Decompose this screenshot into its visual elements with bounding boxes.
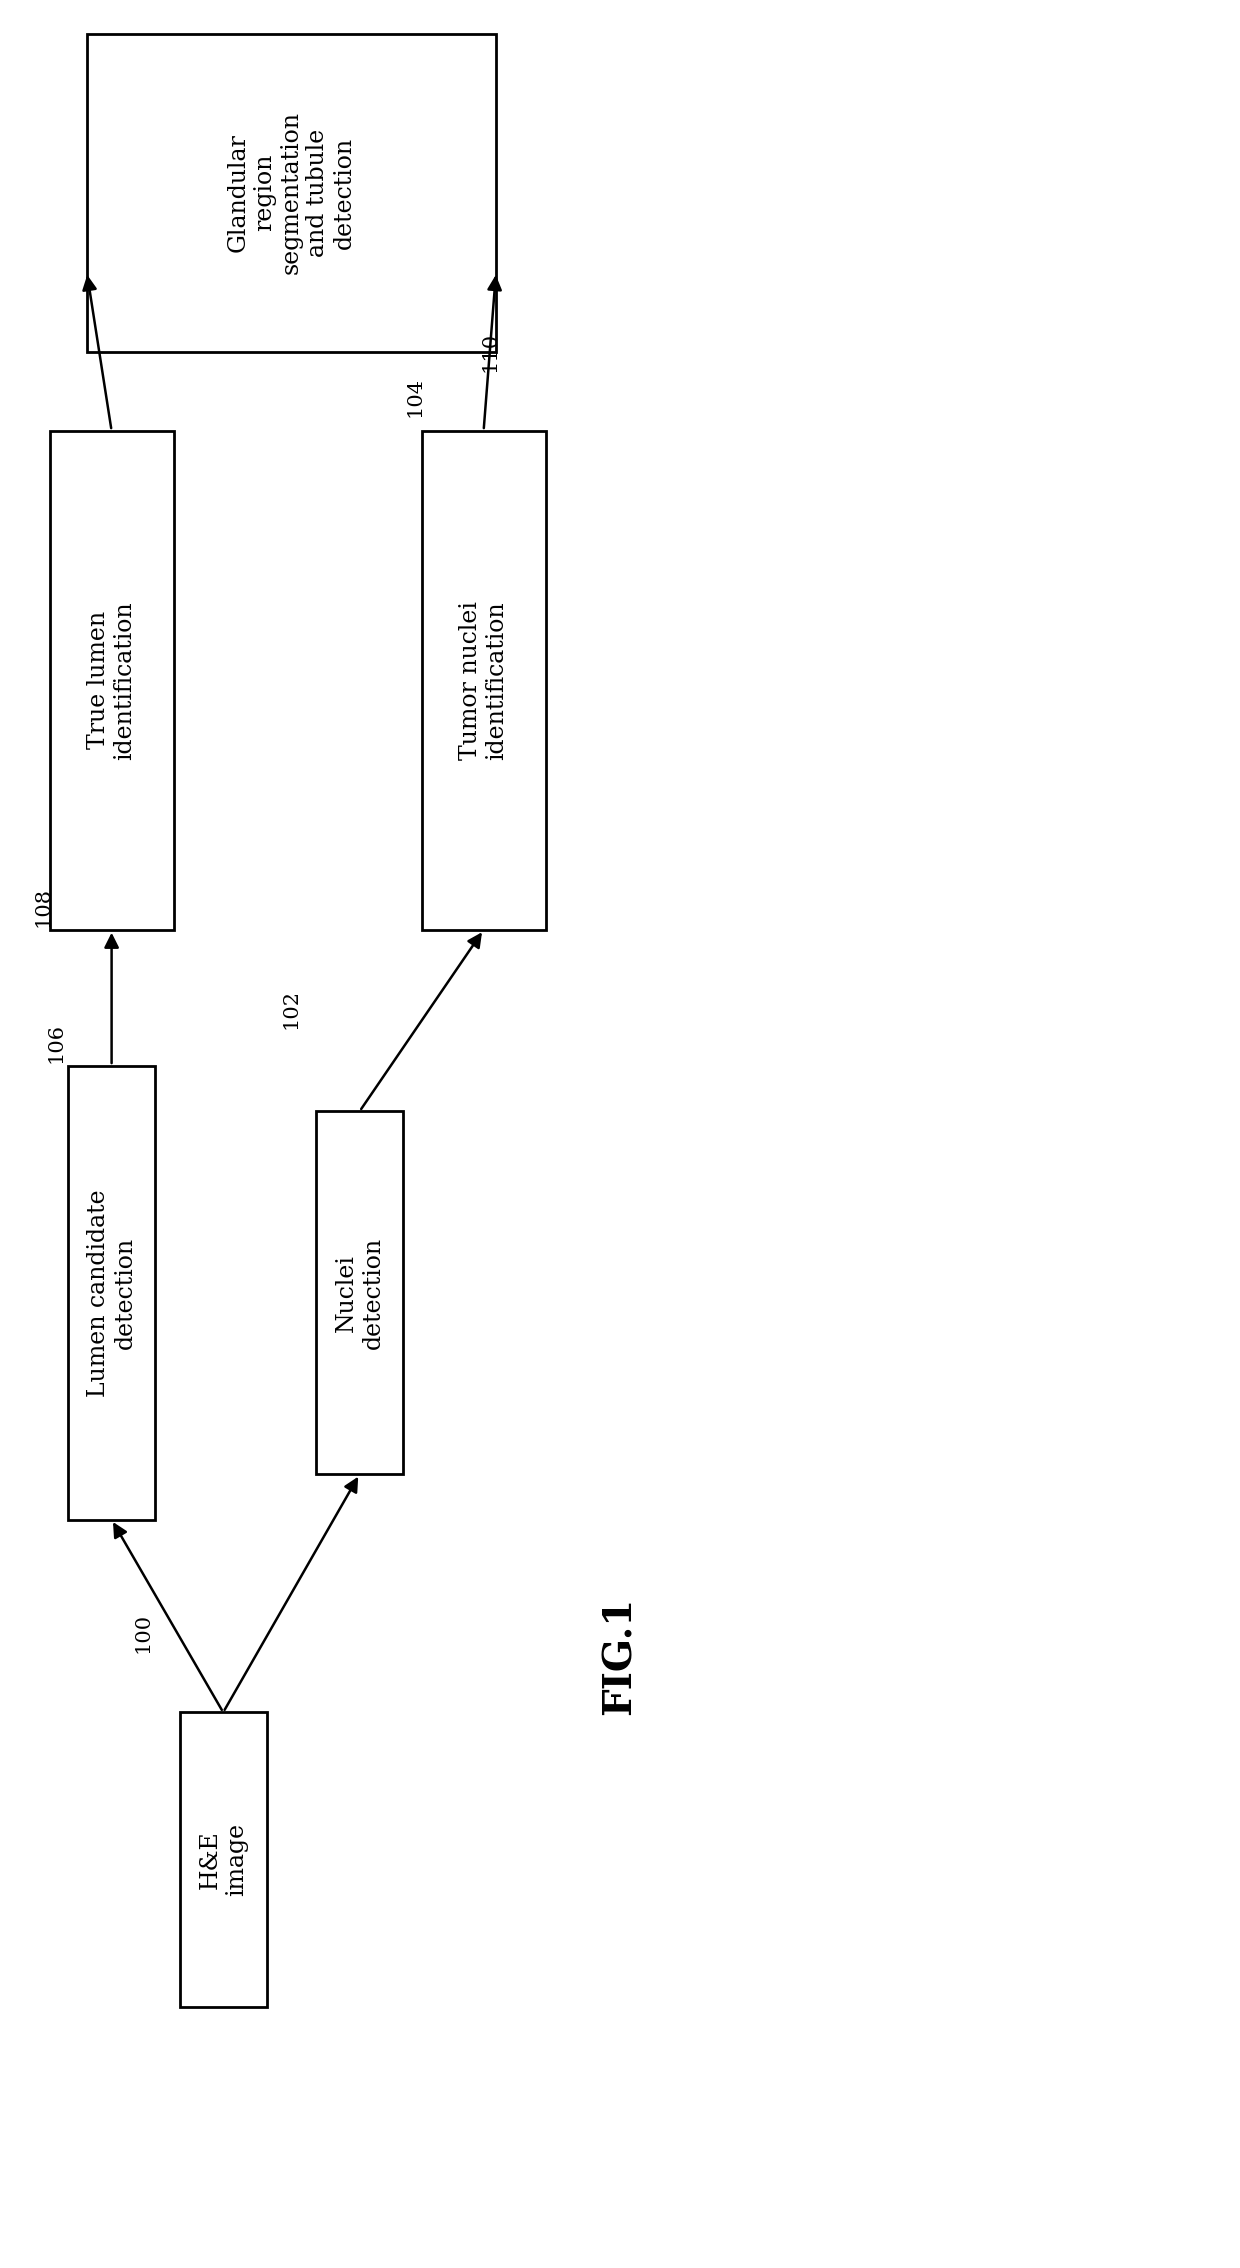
Text: FIG.1: FIG.1 <box>601 1597 639 1715</box>
FancyBboxPatch shape <box>87 34 496 352</box>
Text: 106: 106 <box>46 1023 66 1064</box>
FancyBboxPatch shape <box>180 1712 267 2007</box>
Text: Tumor nuclei
identification: Tumor nuclei identification <box>459 601 508 760</box>
FancyBboxPatch shape <box>68 1066 155 1520</box>
Text: H&E
image: H&E image <box>198 1823 248 1896</box>
FancyBboxPatch shape <box>316 1111 403 1474</box>
FancyBboxPatch shape <box>422 431 546 930</box>
Text: 104: 104 <box>405 376 425 417</box>
Text: Nuclei
detection: Nuclei detection <box>335 1236 384 1349</box>
Text: 110: 110 <box>480 331 500 372</box>
Text: Glandular
region
segmentation
and tubule
detection: Glandular region segmentation and tubule… <box>227 111 356 274</box>
Text: Lumen candidate
detection: Lumen candidate detection <box>87 1188 136 1397</box>
Text: True lumen
identification: True lumen identification <box>87 601 136 760</box>
Text: 108: 108 <box>33 887 53 928</box>
FancyBboxPatch shape <box>50 431 174 930</box>
Text: 100: 100 <box>133 1613 153 1653</box>
Text: 102: 102 <box>281 989 301 1030</box>
